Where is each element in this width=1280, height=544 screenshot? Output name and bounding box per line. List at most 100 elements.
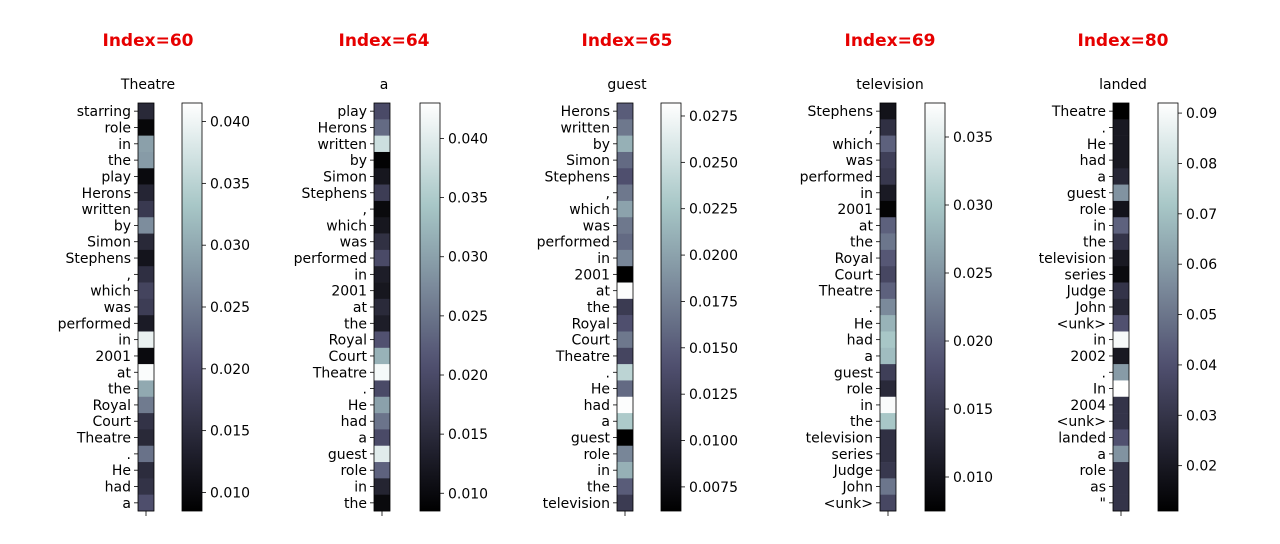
heatmap-cell (617, 282, 633, 300)
heatmap-cell (374, 282, 390, 300)
row-tick-label: at (117, 365, 132, 381)
heatmap-cell (880, 445, 896, 463)
row-tick-label: at (353, 300, 368, 316)
row-tick-label: was (583, 218, 610, 234)
row-tick-label: Simon (323, 169, 367, 185)
heatmap-cell (880, 217, 896, 234)
row-tick-label: written (317, 137, 367, 153)
heatmap-cell (880, 249, 896, 267)
heatmap-cell (617, 184, 633, 202)
heatmap-cell (374, 249, 390, 267)
row-tick-label: a (1097, 447, 1106, 463)
colorbar-tick-label: 0.0100 (689, 434, 738, 450)
colorbar-tick-label: 0.025 (448, 309, 488, 325)
row-tick-label: performed (800, 169, 873, 185)
colorbar-tick-label: 0.08 (1186, 156, 1217, 172)
heatmap-cell (138, 217, 154, 234)
row-tick-label: had (105, 480, 131, 496)
row-tick-label: Herons (82, 186, 131, 202)
heatmap-cell (880, 331, 896, 349)
heatmap-cell (374, 364, 390, 381)
heatmap-cell (138, 151, 154, 169)
row-tick-label: role (1079, 463, 1106, 479)
heatmap-cell (138, 315, 154, 332)
row-tick-label: He (591, 382, 610, 398)
heatmap-cell (1113, 347, 1129, 365)
heatmap-cell (138, 103, 154, 120)
row-tick-label: . (363, 382, 367, 398)
row-tick-label: starring (77, 104, 131, 120)
heatmap-cell (880, 119, 896, 136)
heatmap-cell (374, 217, 390, 234)
heatmap-cell (1113, 151, 1129, 169)
colorbar-tick-label: 0.015 (448, 427, 488, 443)
colorbar-tick-label: 0.035 (448, 191, 488, 207)
index-label: Index=80 (1078, 31, 1169, 51)
row-tick-label: performed (537, 235, 610, 251)
heatmap-cell (374, 331, 390, 349)
heatmap-cell (138, 347, 154, 365)
heatmap-cell (138, 364, 154, 381)
heatmap-cell (617, 478, 633, 495)
heatmap-cell (138, 282, 154, 300)
heatmap-title: Theatre (120, 77, 175, 93)
colorbar-tick-label: 0.025 (953, 266, 993, 282)
row-tick-label: . (1102, 365, 1106, 381)
row-tick-label: was (340, 235, 367, 251)
row-tick-label: had (341, 414, 367, 430)
heatmap-cell (617, 364, 633, 381)
row-tick-label: play (337, 104, 367, 120)
row-tick-label: the (587, 300, 610, 316)
heatmap-cell (880, 298, 896, 316)
row-tick-label: as (1090, 480, 1106, 496)
heatmap-cell (138, 331, 154, 349)
row-tick-label: Simon (566, 153, 610, 169)
colorbar-tick-label: 0.015 (210, 424, 250, 440)
heatmap-cell (1113, 396, 1129, 414)
row-tick-label: Royal (329, 333, 367, 349)
heatmap-cell (138, 396, 154, 414)
heatmap-cell (617, 494, 633, 512)
row-tick-label: Court (329, 349, 368, 365)
heatmap-cell (880, 151, 896, 169)
row-tick-label: Theatre (312, 365, 367, 381)
row-tick-label: which (90, 284, 131, 300)
heatmap-cell (880, 266, 896, 283)
row-tick-label: in (1093, 333, 1106, 349)
heatmap-cell (374, 462, 390, 479)
row-tick-label: , (606, 186, 610, 202)
row-tick-label: Judge (833, 463, 873, 479)
heatmap-cell (880, 282, 896, 300)
row-tick-label: He (348, 398, 367, 414)
heatmap-cell (374, 429, 390, 447)
row-tick-label: which (326, 218, 367, 234)
row-tick-label: 2001 (331, 284, 367, 300)
row-tick-label: in (118, 137, 131, 153)
row-tick-label: 2001 (95, 349, 131, 365)
heatmap-cell (880, 103, 896, 120)
row-tick-label: <unk> (1057, 316, 1106, 332)
row-tick-label: television (1039, 251, 1106, 267)
row-tick-label: series (1065, 267, 1106, 283)
row-tick-label: which (832, 137, 873, 153)
row-tick-label: the (344, 496, 367, 512)
colorbar (181, 102, 203, 512)
row-tick-label: was (104, 300, 131, 316)
heatmap-cell (617, 119, 633, 136)
colorbar-tick-label: 0.0250 (689, 155, 738, 171)
row-tick-label: Royal (93, 398, 131, 414)
colorbar-tick-label: 0.010 (448, 486, 488, 502)
row-tick-label: 2001 (574, 267, 610, 283)
heatmap-cell (617, 315, 633, 332)
heatmap-cell (880, 135, 896, 153)
row-tick-label: by (350, 153, 367, 169)
row-tick-label: John (1075, 300, 1106, 316)
row-tick-label: the (108, 382, 131, 398)
row-tick-label: Theatre (818, 284, 873, 300)
heatmap-cell (374, 380, 390, 398)
row-tick-label: Court (835, 267, 874, 283)
row-tick-label: " (1100, 496, 1106, 512)
row-tick-label: in (597, 463, 610, 479)
heatmap-cell (138, 298, 154, 316)
